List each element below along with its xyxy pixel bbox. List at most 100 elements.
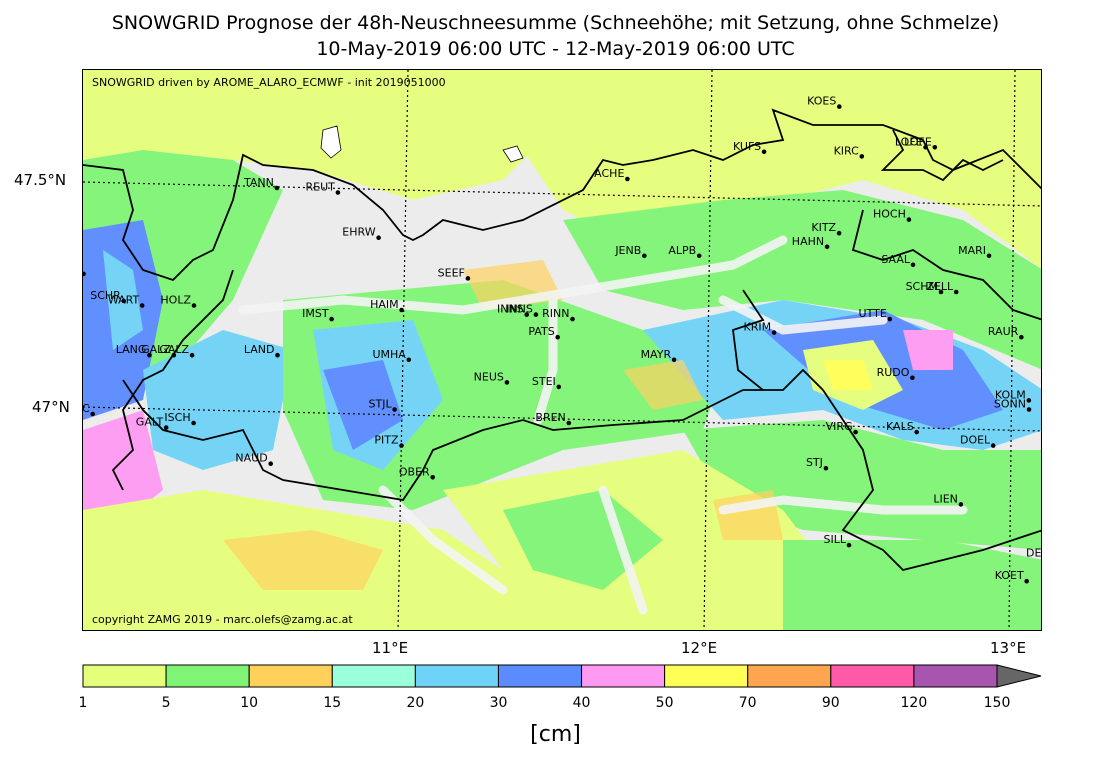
station-label: KUFS bbox=[733, 140, 761, 153]
station-rudo-39: RUDO bbox=[877, 366, 915, 381]
station-sonn-43: SONN bbox=[994, 398, 1032, 412]
station-marker bbox=[533, 312, 539, 317]
station-marker bbox=[191, 303, 197, 308]
colorbar-segment-8 bbox=[747, 664, 832, 688]
station-galt-47: GALT bbox=[136, 416, 169, 430]
station-label: DOEL bbox=[960, 434, 991, 447]
colorbar-tick-label: 50 bbox=[655, 695, 674, 711]
station-label: GASC bbox=[83, 402, 90, 415]
stations-layer: SALZKOESKUFSLOFELOFEKIRCTANNREUTACHEHOCH… bbox=[83, 95, 1041, 584]
station-label: UMHA bbox=[372, 348, 406, 361]
station-lofe-4: LOFE bbox=[904, 135, 938, 150]
station-marker bbox=[910, 375, 915, 381]
station-marker bbox=[671, 357, 677, 363]
station-marker bbox=[853, 429, 858, 435]
station-marker bbox=[504, 380, 510, 385]
station-marker bbox=[642, 253, 647, 259]
station-marker bbox=[399, 307, 404, 313]
station-zell-20: ZELL bbox=[926, 280, 959, 295]
station-mayr-38: MAYR bbox=[641, 348, 677, 363]
station-inns-26: INNS bbox=[506, 303, 539, 317]
station-label: SCHR bbox=[90, 289, 121, 302]
station-marker bbox=[1019, 334, 1024, 340]
colorbar-segment-6 bbox=[581, 664, 666, 688]
station-label: LAND bbox=[244, 343, 275, 356]
station-label: RINN bbox=[542, 307, 569, 320]
station-label: JENB bbox=[614, 244, 641, 257]
station-label: ACHE bbox=[594, 167, 624, 180]
station-marker bbox=[824, 244, 830, 250]
station-label: KRIM bbox=[744, 321, 772, 334]
station-marker bbox=[923, 145, 928, 150]
station-marker bbox=[1026, 398, 1032, 403]
station-marker bbox=[83, 271, 86, 277]
station-label: INNS bbox=[506, 303, 533, 316]
map-title-line2: 10-May-2019 06:00 UTC - 12-May-2019 06:0… bbox=[316, 38, 795, 60]
lat-label-47-5: 47.5°N bbox=[14, 171, 67, 189]
station-marker bbox=[335, 190, 341, 195]
station-schr-21: SCHR bbox=[90, 289, 127, 304]
station-sill-57: SILL bbox=[824, 533, 852, 548]
station-marker bbox=[90, 411, 95, 417]
station-ehrw-12: EHRW bbox=[342, 226, 381, 240]
station-label: NAUD bbox=[235, 452, 267, 465]
colorbar-segment-0 bbox=[82, 664, 167, 688]
station-marker bbox=[1026, 407, 1032, 412]
colorbar-segment-10 bbox=[913, 664, 998, 688]
station-raur-32: RAUR bbox=[988, 325, 1024, 340]
station-stei-41: STEI bbox=[532, 375, 562, 390]
station-label: SONN bbox=[994, 398, 1026, 411]
station-label: NEUS bbox=[474, 370, 504, 383]
station-marker bbox=[990, 443, 996, 448]
station-marker bbox=[399, 443, 404, 448]
station-label: STJL bbox=[369, 398, 393, 411]
station-lien-56: LIEN bbox=[933, 492, 964, 507]
station-land-36: LAND bbox=[244, 343, 280, 358]
station-pats-31: PATS bbox=[528, 325, 560, 340]
station-label: SEEF bbox=[438, 266, 465, 279]
station-marker bbox=[914, 429, 919, 435]
colorbar-tick-label: 90 bbox=[821, 695, 840, 711]
station-marker bbox=[823, 465, 829, 471]
colorbar-segment-1 bbox=[165, 664, 250, 688]
station-marker bbox=[189, 352, 195, 358]
lake-outline bbox=[502, 145, 524, 163]
station-marker bbox=[566, 420, 572, 426]
station-label: STJ bbox=[806, 456, 823, 469]
station-marker bbox=[465, 276, 471, 281]
station-galz-35: GALZ bbox=[159, 343, 195, 358]
station-marker bbox=[910, 262, 916, 268]
station-label: HOLZ bbox=[160, 294, 191, 307]
station-marker bbox=[524, 312, 529, 317]
station-marker bbox=[329, 316, 334, 322]
station-isch-46: ISCH bbox=[164, 411, 196, 426]
station-marker bbox=[1024, 578, 1029, 584]
station-rinn-27: RINN bbox=[542, 307, 575, 322]
station-hahn-11: HAHN bbox=[792, 235, 830, 250]
colorbar-tick-label: 10 bbox=[240, 695, 259, 711]
station-label: LOFE bbox=[895, 135, 923, 148]
colorbar bbox=[82, 664, 1042, 688]
station-label: IMST bbox=[302, 307, 329, 320]
station-label: EHRW bbox=[342, 226, 375, 239]
station-doel-51: DOEL bbox=[960, 434, 996, 448]
station-marker bbox=[932, 145, 938, 150]
station-virg-49: VIRG bbox=[826, 420, 858, 435]
copyright-note: copyright ZAMG 2019 - marc.olefs@zamg.ac… bbox=[92, 613, 353, 626]
station-inns-25: INNS bbox=[497, 303, 529, 317]
colorbar-extend-arrow bbox=[996, 664, 1042, 688]
station-label: LANG bbox=[116, 343, 147, 356]
station-marker bbox=[953, 289, 959, 295]
colorbar-tick-label: 15 bbox=[323, 695, 342, 711]
station-mari-15: MARI bbox=[958, 244, 992, 259]
station-label: REUT bbox=[306, 181, 336, 194]
station-marker bbox=[171, 352, 177, 358]
station-label: KOLM bbox=[995, 388, 1026, 401]
station-marker bbox=[191, 420, 196, 426]
station-label: HOCH bbox=[873, 208, 906, 221]
station-lang-33: LANG bbox=[116, 343, 152, 358]
colorbar-tick-label: 120 bbox=[900, 695, 928, 711]
station-jenb-13: JENB bbox=[614, 244, 647, 259]
snowfall-fields bbox=[83, 70, 1041, 630]
station-marker bbox=[556, 384, 562, 390]
